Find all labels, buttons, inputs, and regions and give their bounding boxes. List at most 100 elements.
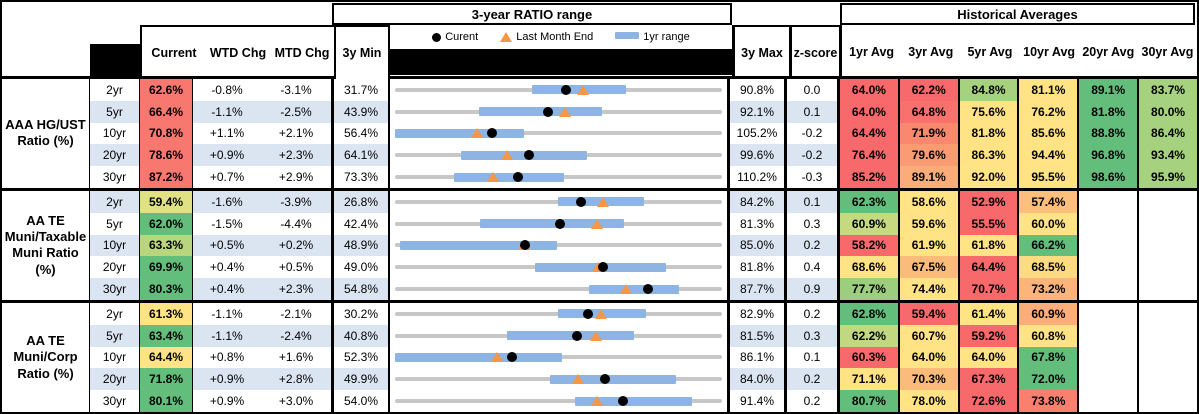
- avg-cell-30yr-avg: [1139, 368, 1197, 391]
- avg-cell-5yr-avg: 92.0%: [959, 166, 1020, 188]
- avg-cell-20yr-avg: 81.8%: [1079, 100, 1140, 123]
- avg-cell-5yr-avg: 81.8%: [959, 122, 1020, 145]
- three-year-min-cell: 48.9%: [334, 234, 390, 257]
- tenor-cell: 2yr: [90, 302, 140, 325]
- wtd-chg-cell: -1.1%: [193, 324, 261, 347]
- col-header-3y-min: 3y Min: [334, 25, 390, 79]
- z-score-cell: 0.0: [787, 79, 840, 101]
- current-dot: [575, 196, 586, 207]
- avg-cell-1yr-avg: 58.2%: [840, 234, 900, 257]
- mtd-chg-cell: -2.1%: [261, 302, 334, 325]
- z-score-cell: 0.2: [787, 390, 840, 412]
- table-row-2yr: 2yr 59.4% -1.6% -3.9% 26.8% 84.2% 0.1 62.3% 58.6…: [90, 190, 1197, 213]
- table-row-30yr: 30yr 80.3% +0.4% +2.3% 54.8% 87.7% 0.9 77.7% 74.…: [90, 278, 1197, 300]
- mtd-chg-cell: +2.1%: [261, 122, 334, 145]
- three-year-max-cell: 99.6%: [730, 144, 787, 167]
- avg-cell-5yr-avg: 52.9%: [959, 190, 1020, 213]
- avg-cell-10yr-avg: 57.4%: [1019, 190, 1080, 213]
- current-dot: [554, 218, 565, 229]
- avg-cell-3yr-avg: 89.1%: [899, 166, 960, 188]
- mtd-chg-cell: -2.5%: [261, 100, 334, 123]
- three-year-max-cell: 82.9%: [730, 302, 787, 325]
- mtd-chg-cell: -4.4%: [261, 212, 334, 235]
- one-year-range-bar: [399, 240, 558, 250]
- range-chart-cell: [390, 390, 730, 412]
- avg-cell-30yr-avg: 86.4%: [1139, 122, 1197, 145]
- table-row-10yr: 10yr 63.3% +0.5% +0.2% 48.9% 85.0% 0.2 58.2% 61.…: [90, 234, 1197, 257]
- range-chart-cell: [390, 278, 730, 300]
- tenor-header-black-cell: [90, 44, 140, 79]
- range-chart-cell: [390, 368, 730, 391]
- group-label-line: AA TE: [26, 212, 65, 228]
- tenor-cell: 5yr: [90, 324, 140, 347]
- avg-cell-20yr-avg: [1079, 390, 1140, 412]
- avg-cell-30yr-avg: 93.4%: [1139, 144, 1197, 167]
- z-score-cell: 0.1: [787, 346, 840, 369]
- current-value-cell: 62.0%: [140, 212, 193, 235]
- wtd-chg-cell: +0.9%: [193, 144, 261, 167]
- avg-cell-20yr-avg: 96.8%: [1079, 144, 1140, 167]
- avg-cell-5yr-avg: 64.4%: [959, 256, 1020, 279]
- avg-cell-3yr-avg: 59.6%: [899, 212, 960, 235]
- avg-cell-10yr-avg: 85.6%: [1019, 122, 1080, 145]
- table-row-2yr: 2yr 62.6% -0.8% -3.1% 31.7% 90.8% 0.0 64.0% 62.2…: [90, 79, 1197, 101]
- z-score-cell: 0.1: [787, 100, 840, 123]
- one-year-range-bar: [575, 396, 693, 406]
- current-value-cell: 78.6%: [140, 144, 193, 167]
- current-dot: [560, 84, 571, 95]
- tenor-cell: 20yr: [90, 368, 140, 391]
- wtd-chg-cell: +0.8%: [209, 350, 245, 365]
- avg-cell-20yr-avg: 89.1%: [1079, 79, 1140, 101]
- wtd-chg-cell: +0.7%: [209, 170, 245, 185]
- table-row-30yr: 30yr 87.2% +0.7% +2.9% 73.3% 110.2% -0.3 85.2% 8…: [90, 166, 1197, 188]
- legend-current-label: Curent: [445, 31, 479, 43]
- current-dot: [507, 352, 518, 363]
- group-label-line: Ratio (%): [17, 133, 74, 149]
- three-year-min-cell: 54.0%: [334, 390, 390, 412]
- avg-cell-1yr-avg: 64.0%: [840, 79, 900, 101]
- three-year-max-cell: 85.0%: [730, 234, 787, 257]
- avg-cell-30yr-avg: [1139, 324, 1197, 347]
- avg-cell-5yr-avg: 67.3%: [959, 368, 1020, 391]
- table-row-20yr: 20yr 78.6% +0.9% +2.3% 64.1% 99.6% -0.2 76.4% 79…: [90, 144, 1197, 167]
- avg-cell-20yr-avg: [1079, 324, 1140, 347]
- tenor-cell: 20yr: [90, 144, 140, 167]
- tenor-cell: 5yr: [90, 100, 140, 123]
- three-year-max-cell: 84.2%: [730, 190, 787, 213]
- avg-cell-3yr-avg: 64.8%: [899, 100, 960, 123]
- chart-legend: Curent Last Month End 1yr range: [390, 25, 732, 49]
- avg-cell-3yr-avg: 64.0%: [899, 346, 960, 369]
- legend-last-month-end: Last Month End: [500, 31, 593, 43]
- three-year-min-cell: 49.9%: [334, 368, 390, 391]
- group-label-line: Muni/Corp: [13, 349, 78, 365]
- range-chart-cell: [390, 100, 730, 123]
- range-chart-cell: [390, 122, 730, 145]
- mtd-chg-cell: +3.0%: [261, 390, 334, 412]
- ratio-group-1: AAA HG/UST Ratio (%) 2yr 62.6% -0.8% -3.1% 31.…: [2, 79, 1197, 188]
- three-year-max-cell: 84.0%: [730, 368, 787, 391]
- table-body: AAA HG/UST Ratio (%) 2yr 62.6% -0.8% -3.1% 31.…: [2, 79, 1197, 412]
- avg-cell-10yr-avg: 60.8%: [1019, 324, 1080, 347]
- avg-cell-1yr-avg: 60.9%: [840, 212, 900, 235]
- avg-cell-5yr-avg: 72.6%: [959, 390, 1020, 412]
- current-dot: [618, 396, 629, 407]
- table-row-10yr: 10yr 70.8% +1.1% +2.1% 56.4% 105.2% -0.2 64.4% 7…: [90, 122, 1197, 145]
- avg-cell-3yr-avg: 58.6%: [899, 190, 960, 213]
- current-dot: [599, 374, 610, 385]
- current-dot: [486, 128, 497, 139]
- three-year-max-cell: 87.7%: [730, 278, 787, 300]
- three-year-max-cell: 81.8%: [730, 256, 787, 279]
- avg-cell-5yr-avg: 75.6%: [959, 100, 1020, 123]
- current-value-cell: 59.4%: [140, 190, 193, 213]
- avg-cell-30yr-avg: [1139, 278, 1197, 300]
- avg-cell-5yr-avg: 70.7%: [959, 278, 1020, 300]
- group-label-line: AA TE: [26, 333, 65, 349]
- current-dot-icon: [432, 32, 442, 42]
- average-column-headers: 1yr Avg 3yr Avg 5yr Avg 10yr Avg 20yr Avg 30y…: [842, 25, 1197, 79]
- z-score-cell: -0.2: [787, 144, 840, 167]
- last-month-end-triangle: [590, 218, 603, 229]
- current-dot: [523, 150, 534, 161]
- historical-averages-title: Historical Averages: [840, 3, 1195, 25]
- three-year-min-cell: 43.9%: [334, 100, 390, 123]
